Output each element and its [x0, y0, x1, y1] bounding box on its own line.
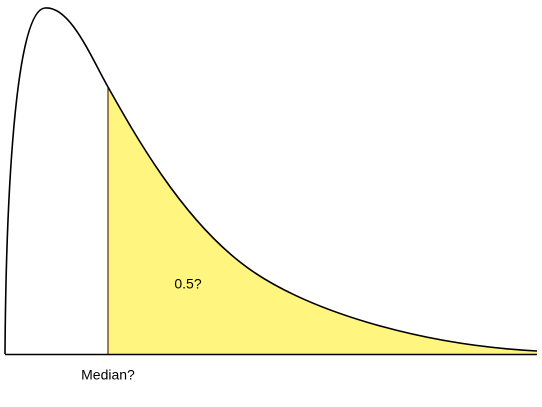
shaded-area — [108, 87, 537, 354]
median-label: Median? — [81, 367, 135, 383]
area-label: 0.5? — [174, 276, 201, 292]
density-curve — [4, 7, 538, 355]
